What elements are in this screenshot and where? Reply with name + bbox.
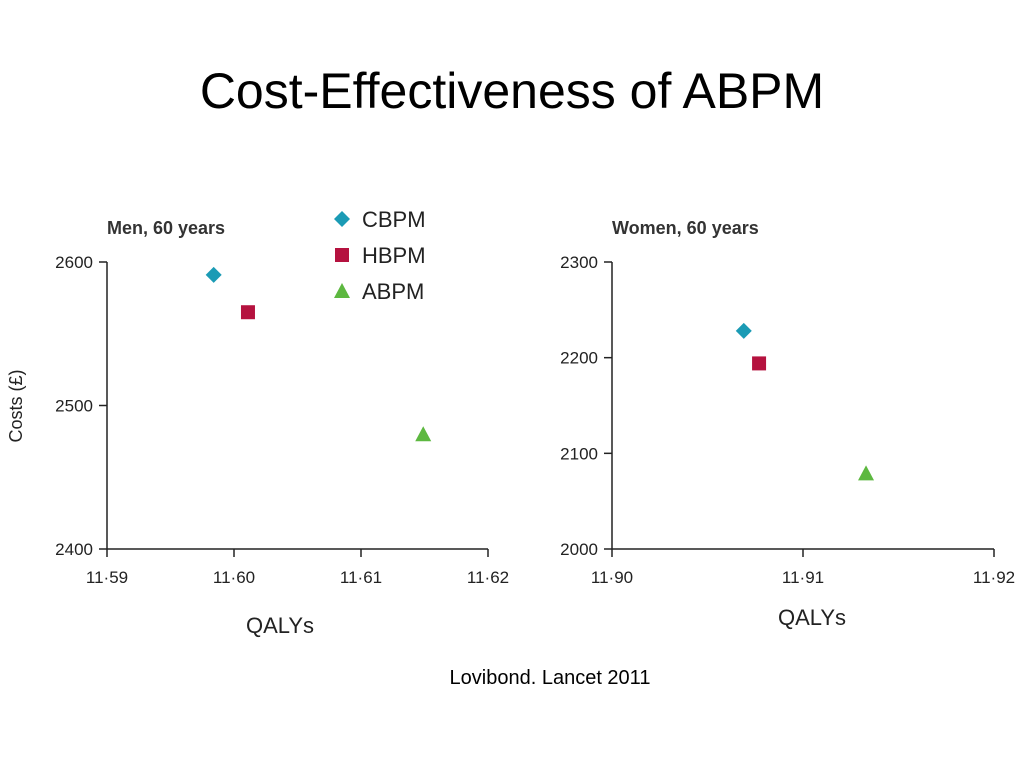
legend-marker-cbpm xyxy=(334,211,350,227)
point-hbpm xyxy=(752,356,767,371)
point-cbpm xyxy=(205,266,222,283)
legend-marker-hbpm xyxy=(335,248,349,262)
point-abpm xyxy=(415,426,432,442)
legend-marker-abpm xyxy=(334,283,350,298)
citation: Lovibond. Lancet 2011 xyxy=(449,667,651,689)
y-tick-label: 2200 xyxy=(560,349,598,368)
point-hbpm xyxy=(240,305,255,320)
legend-label-hbpm: HBPM xyxy=(362,243,426,268)
slide-title: Cost-Effectiveness of ABPM xyxy=(199,63,825,119)
chart-title: Women, 60 years xyxy=(612,218,759,238)
legend-label-cbpm: CBPM xyxy=(362,207,426,232)
y-tick-label: 2500 xyxy=(55,397,93,416)
x-axis-label: QALYs xyxy=(778,605,846,630)
point-abpm xyxy=(858,465,875,481)
legend-label-abpm: ABPM xyxy=(362,279,424,304)
y-tick-label: 2100 xyxy=(560,444,598,463)
x-tick-label: 11·61 xyxy=(340,568,382,587)
x-tick-label: 11·60 xyxy=(213,568,255,587)
x-tick-label: 11·91 xyxy=(782,568,824,587)
x-tick-label: 11·90 xyxy=(591,568,633,587)
y-tick-label: 2400 xyxy=(55,540,93,559)
y-tick-label: 2000 xyxy=(560,540,598,559)
legend: CBPM HBPM ABPM xyxy=(334,207,426,304)
x-tick-label: 11·62 xyxy=(467,568,509,587)
x-tick-label: 11·59 xyxy=(86,568,128,587)
x-tick-label: 11·92 xyxy=(973,568,1015,587)
x-axis-label: QALYs xyxy=(246,613,314,638)
chart-men-60: 2400 2500 2600 11·59 11·60 11·61 11·62 Men, 60 … xyxy=(6,218,509,638)
y-tick-label: 2300 xyxy=(560,253,598,272)
chart-title: Men, 60 years xyxy=(107,218,225,238)
point-cbpm xyxy=(735,322,752,339)
chart-women-60: 2000 2100 2200 2300 11·90 11·91 11·92 Women, 60… xyxy=(560,218,1015,630)
y-tick-label: 2600 xyxy=(55,253,93,272)
y-axis-label: Costs (£) xyxy=(6,369,26,442)
